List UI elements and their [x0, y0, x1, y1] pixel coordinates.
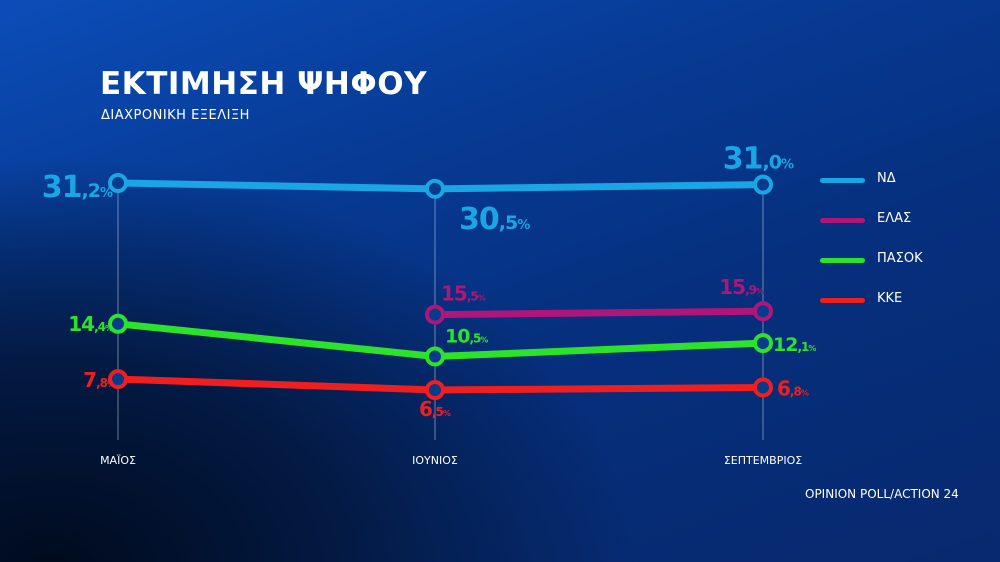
- legend-label-nd: ΝΔ: [877, 171, 896, 186]
- data-point: [425, 346, 445, 367]
- data-label: 6,5%: [419, 397, 451, 421]
- data-label: 31,0%: [723, 142, 794, 177]
- data-label: 6,8%: [777, 376, 809, 400]
- data-label: 10,5%: [445, 325, 488, 347]
- data-label: 12,1%: [773, 334, 816, 356]
- data-label: 31,2%: [42, 170, 113, 205]
- legend-label-elas: ΕΛΑΣ: [877, 211, 912, 226]
- page-subtitle: ΔΙΑΧΡΟΝΙΚΗ ΕΞΕΛΙΞΗ: [101, 108, 250, 123]
- data-point: [753, 174, 773, 195]
- page-title: ΕΚΤΙΜΗΣΗ ΨΗΦΟΥ: [100, 66, 428, 102]
- data-point: [753, 301, 773, 322]
- data-point: [425, 304, 445, 325]
- data-label: 15,9%: [719, 275, 764, 299]
- legend-swatch-nd: [820, 178, 865, 183]
- data-point: [425, 380, 445, 400]
- legend-label-kke: ΚΚΕ: [877, 291, 903, 306]
- source-credit: OPINION POLL/ACTION 24: [805, 487, 959, 501]
- legend-swatch-kke: [820, 298, 865, 303]
- legend-swatch-elas: [820, 218, 865, 223]
- x-tick-label: ΜΑΪΟΣ: [100, 454, 136, 467]
- data-point: [108, 369, 128, 390]
- x-tick-label: ΣΕΠΤΕΜΒΡΙΟΣ: [724, 454, 802, 467]
- legend-swatch-pasok: [820, 258, 865, 263]
- data-point: [753, 377, 773, 398]
- data-point: [108, 313, 128, 334]
- data-label: 14,4%: [68, 312, 113, 336]
- data-point: [753, 333, 773, 354]
- data-point: [425, 178, 445, 199]
- legend-label-pasok: ΠΑΣΟΚ: [877, 251, 923, 266]
- data-label: 15,5%: [441, 282, 486, 306]
- data-label: 7,8%: [83, 368, 115, 392]
- x-tick-label: ΙΟΥΝΙΟΣ: [412, 454, 458, 467]
- data-label: 30,5%: [459, 202, 530, 237]
- series-line: [431, 307, 767, 319]
- data-point: [108, 173, 128, 193]
